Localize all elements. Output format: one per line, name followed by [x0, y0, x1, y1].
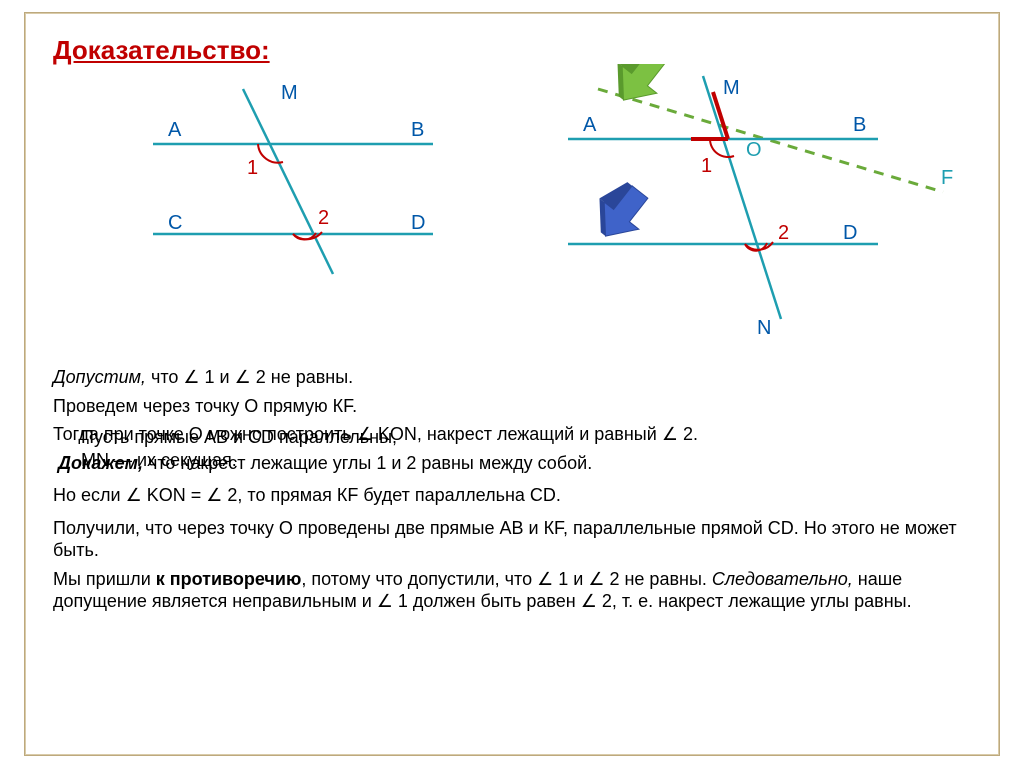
label-angle1-r: 1	[701, 155, 712, 177]
p7: Мы пришли к противоречию, потому что доп…	[53, 568, 971, 613]
label-O: O	[746, 139, 762, 161]
label-D: D	[411, 212, 425, 234]
label-B-r: B	[853, 114, 866, 136]
label-B: B	[411, 119, 424, 141]
green-arrow-icon	[601, 64, 675, 114]
label-N-r: N	[757, 317, 771, 339]
diagram-right: A B D M N O F K 1 2	[513, 64, 973, 354]
label-F: F	[941, 167, 953, 189]
p3-overlay: Пусть прямые АВ и CD параллельны, MN — и…	[81, 426, 397, 471]
slide-title: Доказательство:	[53, 35, 971, 66]
label-angle2-r: 2	[778, 222, 789, 244]
blue-arrow-icon	[583, 175, 657, 250]
label-angle2: 2	[318, 207, 329, 229]
label-C: C	[168, 212, 182, 234]
p2: Проведем через точку О прямую КF.	[53, 395, 971, 418]
proof-text: Допустим, что ∠ 1 и ∠ 2 не равны. Провед…	[53, 366, 971, 613]
label-M-r: M	[723, 77, 740, 99]
label-D-r: D	[843, 222, 857, 244]
label-M: M	[281, 82, 298, 104]
label-A: A	[168, 119, 182, 141]
label-angle1: 1	[247, 157, 258, 179]
p1: Допустим, что ∠ 1 и ∠ 2 не равны.	[53, 366, 971, 389]
p5: Но если ∠ KON = ∠ 2, то прямая КF будет …	[53, 484, 971, 507]
diagram-left: A B C D M 1 2	[113, 74, 473, 304]
p6: Получили, что через точку О проведены дв…	[53, 517, 971, 562]
slide-frame: Доказательство: A B C D M 1 2	[24, 12, 1000, 756]
diagrams-row: A B C D M 1 2 A B	[53, 74, 971, 364]
label-A-r: A	[583, 114, 597, 136]
